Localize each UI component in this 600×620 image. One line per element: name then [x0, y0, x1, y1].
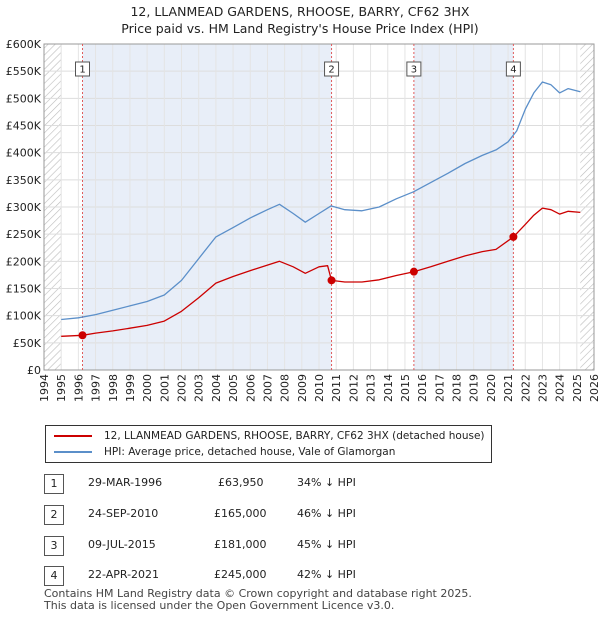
- x-tick-label: 2015: [399, 374, 412, 402]
- sale-label: 1: [79, 65, 85, 76]
- transaction-delta: 42% ↓ HPI: [297, 568, 356, 581]
- legend: 12, LLANMEAD GARDENS, RHOOSE, BARRY, CF6…: [45, 425, 492, 463]
- transaction-date: 22-APR-2021: [88, 568, 160, 581]
- sale-point: [509, 232, 518, 241]
- x-tick-label: 2019: [468, 374, 481, 402]
- transaction-row: 3 09-JUL-2015 £181,000 45% ↓ HPI: [44, 536, 444, 556]
- x-tick-label: 1998: [107, 374, 120, 402]
- transaction-delta: 46% ↓ HPI: [297, 507, 356, 520]
- transaction-delta: 45% ↓ HPI: [297, 538, 356, 551]
- y-tick-label: £0: [27, 364, 41, 377]
- transaction-price: £165,000: [214, 507, 267, 520]
- x-tick-label: 1995: [55, 374, 68, 402]
- y-tick-label: £350K: [6, 174, 42, 187]
- y-tick-label: £450K: [6, 120, 42, 133]
- transaction-price: £181,000: [214, 538, 267, 551]
- legend-swatch-hpi: [54, 451, 92, 453]
- x-tick-label: 1997: [90, 374, 103, 402]
- footer: Contains HM Land Registry data © Crown c…: [44, 588, 472, 612]
- x-tick-label: 1994: [38, 374, 51, 402]
- sale-label: 4: [510, 65, 516, 76]
- x-tick-label: 2018: [451, 374, 464, 402]
- x-tick-label: 2000: [141, 374, 154, 402]
- x-tick-label: 2024: [554, 374, 567, 402]
- y-tick-label: £300K: [6, 201, 42, 214]
- x-tick-label: 2023: [536, 374, 549, 402]
- y-tick-label: £500K: [6, 92, 42, 105]
- x-tick-label: 2008: [279, 374, 292, 402]
- footer-line-1: Contains HM Land Registry data © Crown c…: [44, 587, 472, 600]
- x-tick-label: 2003: [193, 374, 206, 402]
- sale-label: 2: [328, 65, 334, 76]
- y-tick-label: £50K: [13, 337, 42, 350]
- x-tick-label: 2016: [416, 374, 429, 402]
- transaction-date: 29-MAR-1996: [88, 476, 163, 489]
- price-chart: 1 2 3 4 £0 £50K £100K £150K £200K £250K £300K £350K…: [6, 38, 600, 402]
- x-tick-label: 2014: [382, 374, 395, 402]
- x-tick-label: 2025: [571, 374, 584, 402]
- footer-line-2: This data is licensed under the Open Gov…: [44, 599, 395, 612]
- legend-label-hpi: HPI: Average price, detached house, Vale…: [104, 446, 396, 458]
- legend-item-hpi: HPI: Average price, detached house, Vale…: [54, 444, 395, 460]
- plot-frame: [43, 43, 595, 371]
- x-tick-label: 2022: [519, 374, 532, 402]
- legend-label-property: 12, LLANMEAD GARDENS, RHOOSE, BARRY, CF6…: [104, 430, 485, 442]
- title-line-1: 12, LLANMEAD GARDENS, RHOOSE, BARRY, CF6…: [130, 4, 470, 19]
- x-tick-label: 2021: [502, 374, 515, 402]
- sale-label-box: [75, 61, 90, 77]
- sale-label: 3: [411, 65, 417, 76]
- x-tick-label: 2002: [176, 374, 189, 402]
- transaction-number: 4: [44, 566, 64, 586]
- x-tick-label: 2013: [365, 374, 378, 402]
- transaction-date: 24-SEP-2010: [88, 507, 159, 520]
- transaction-date: 09-JUL-2015: [88, 538, 156, 551]
- sale-point: [78, 331, 87, 340]
- x-tick-label: 2020: [485, 374, 498, 402]
- x-tick-label: 2006: [244, 374, 257, 402]
- x-tick-label: 1999: [124, 374, 137, 402]
- transaction-row: 1 29-MAR-1996 £63,950 34% ↓ HPI: [44, 474, 444, 494]
- x-tick-label: 2010: [313, 374, 326, 402]
- chart-title: 12, LLANMEAD GARDENS, RHOOSE, BARRY, CF6…: [0, 3, 600, 37]
- x-tick-label: 2026: [588, 374, 600, 402]
- transaction-price: £63,950: [218, 476, 264, 489]
- sale-point: [327, 276, 336, 285]
- x-tick-label: 2012: [347, 374, 360, 402]
- y-tick-label: £550K: [6, 65, 42, 78]
- transaction-number: 2: [44, 505, 64, 525]
- x-tick-label: 1996: [72, 374, 85, 402]
- sale-label-box: [324, 61, 340, 77]
- sale-label-box: [406, 61, 422, 77]
- hpi-line: [61, 81, 581, 321]
- sale-label-box: [505, 61, 521, 77]
- y-tick-label: £100K: [6, 310, 42, 323]
- x-tick-label: 2017: [433, 374, 446, 402]
- y-tick-label: £250K: [6, 228, 42, 241]
- sale-point: [409, 267, 418, 276]
- y-tick-label: £200K: [6, 255, 42, 268]
- x-tick-label: 2001: [158, 374, 171, 402]
- legend-swatch-property: [54, 435, 92, 437]
- transaction-price: £245,000: [214, 568, 267, 581]
- transaction-delta: 34% ↓ HPI: [297, 476, 356, 489]
- transaction-number: 1: [44, 474, 64, 494]
- x-tick-label: 2005: [227, 374, 240, 402]
- transaction-row: 2 24-SEP-2010 £165,000 46% ↓ HPI: [44, 505, 444, 525]
- y-tick-label: £150K: [6, 283, 42, 296]
- x-tick-label: 2007: [261, 374, 274, 402]
- legend-item-property: 12, LLANMEAD GARDENS, RHOOSE, BARRY, CF6…: [54, 428, 485, 444]
- transaction-number: 3: [44, 536, 64, 556]
- x-tick-label: 2004: [210, 374, 223, 402]
- transaction-row: 4 22-APR-2021 £245,000 42% ↓ HPI: [44, 566, 444, 586]
- y-tick-label: £400K: [6, 147, 42, 160]
- x-tick-label: 2011: [330, 374, 343, 402]
- title-line-2: Price paid vs. HM Land Registry's House …: [121, 21, 479, 36]
- y-tick-label: £600K: [6, 38, 42, 51]
- x-tick-label: 2009: [296, 374, 309, 402]
